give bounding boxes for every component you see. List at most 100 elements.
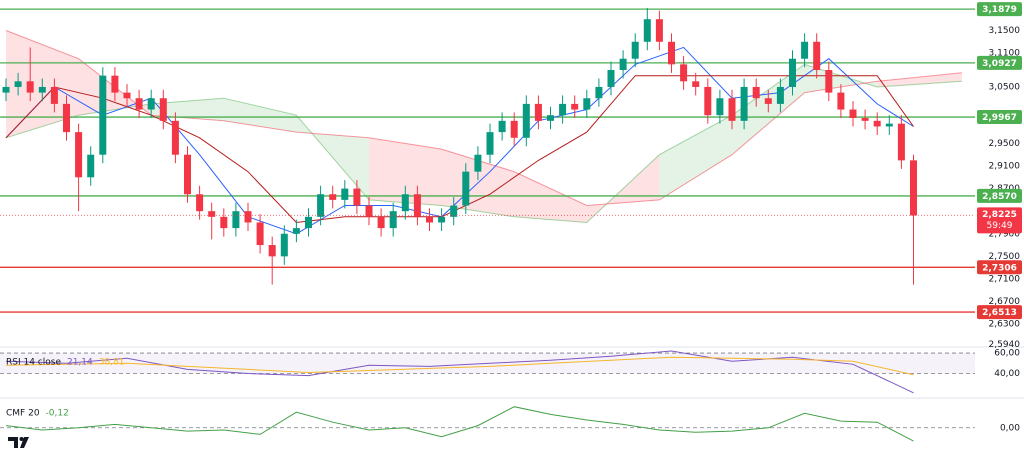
y-tick-label: 2,6300 <box>989 320 1021 330</box>
candle-body <box>232 211 240 229</box>
candle-body <box>728 98 736 121</box>
candle-body <box>14 81 22 87</box>
candle-body <box>438 216 446 223</box>
candle-body <box>196 194 204 212</box>
level-tag-label: 2,9967 <box>982 113 1017 123</box>
y-tick-label: 3,1100 <box>989 49 1021 59</box>
candle-body <box>413 194 421 217</box>
current-price-label: 2,8225 <box>982 210 1017 220</box>
candle-body <box>353 188 361 206</box>
candle-body <box>159 98 167 121</box>
level-tag-label: 2,7306 <box>982 263 1017 273</box>
candle-body <box>801 41 809 59</box>
y-tick-label: 2,7900 <box>989 229 1021 239</box>
level-tag <box>977 110 1022 125</box>
level-tag <box>977 55 1022 70</box>
y-tick-label: 2,9100 <box>989 162 1021 172</box>
cloud-fill <box>223 98 297 133</box>
candle-body <box>147 98 155 110</box>
candle-body <box>292 228 300 234</box>
candle-body <box>220 216 228 229</box>
pane-value: -0,12 <box>46 409 69 419</box>
candle-body <box>111 75 119 93</box>
candle-body <box>184 154 191 195</box>
cloud-fill <box>151 98 224 121</box>
candle-body <box>365 205 373 217</box>
candle-body <box>837 92 845 110</box>
candle-body <box>619 58 627 71</box>
level-tag-label: 2,8570 <box>982 192 1017 202</box>
candle-body <box>377 216 385 229</box>
candle-body <box>50 86 58 104</box>
current-price-tag <box>977 207 1022 234</box>
countdown: 59:49 <box>987 221 1013 231</box>
level-tag-label: 2,6513 <box>982 308 1017 318</box>
candle-body <box>692 81 700 87</box>
y-tick-label: 2,7500 <box>989 252 1021 262</box>
cloud-fill <box>586 154 660 223</box>
candle-body <box>450 205 458 217</box>
candle-body <box>668 41 675 65</box>
candle-body <box>26 81 34 93</box>
y-tick-label: 3,1500 <box>989 26 1021 36</box>
candle-body <box>789 58 796 87</box>
candle-body <box>256 222 264 246</box>
candle-body <box>861 118 869 121</box>
candle-body <box>631 41 639 59</box>
candle-body <box>643 19 651 42</box>
candle-body <box>873 120 881 127</box>
candle-body <box>680 64 688 82</box>
pane-value: 38,81 <box>99 358 125 368</box>
candle-body <box>813 41 821 71</box>
y-tick-label: 2,5940 <box>989 340 1021 350</box>
candle-body <box>583 98 591 110</box>
candle-body <box>716 98 724 116</box>
y-tick-label: 2,6700 <box>989 297 1021 307</box>
candle-body <box>595 86 603 99</box>
candle-body <box>571 103 579 110</box>
candle-body <box>305 216 312 229</box>
y-tick-label: 0,00 <box>1000 423 1020 433</box>
level-tag <box>977 260 1022 275</box>
y-tick-label: 40,00 <box>994 369 1020 379</box>
cloud-fill <box>659 115 732 200</box>
candle-body <box>607 70 615 87</box>
candle-body <box>123 92 131 99</box>
indicator-line <box>5 406 914 442</box>
level-tag-label: 3,0927 <box>982 59 1017 69</box>
candle-body <box>776 86 784 104</box>
candle-body <box>486 132 494 155</box>
level-tag-label: 3,1879 <box>982 5 1017 15</box>
y-tick-label: 2,7100 <box>989 274 1021 284</box>
cloud-fill <box>369 137 442 206</box>
candle-body <box>99 75 107 155</box>
candle-body <box>317 194 325 217</box>
candle-body <box>547 115 554 121</box>
candle-body <box>63 103 70 133</box>
cloud-fill <box>877 72 962 87</box>
candle-body <box>498 120 506 133</box>
candle-body <box>510 120 518 138</box>
candle-body <box>825 70 833 93</box>
candle-body <box>244 211 252 223</box>
candle-body <box>752 86 760 99</box>
candle-body <box>208 211 216 217</box>
candle-body <box>740 86 748 121</box>
y-tick-label: 3,0500 <box>989 82 1021 92</box>
candle-body <box>849 109 857 119</box>
candle-body <box>87 154 95 178</box>
candle-body <box>885 123 893 127</box>
candle-body <box>764 98 772 104</box>
candle-body <box>171 120 179 155</box>
candle-body <box>329 194 337 200</box>
level-tag <box>977 305 1022 320</box>
candle-body <box>897 123 905 161</box>
candle-body <box>2 86 10 93</box>
y-tick-label: 2,9500 <box>989 139 1021 149</box>
candle-body <box>426 216 433 223</box>
pane-value: 21,14 <box>67 358 93 368</box>
level-tag <box>977 2 1022 17</box>
indicator-line <box>5 356 914 376</box>
